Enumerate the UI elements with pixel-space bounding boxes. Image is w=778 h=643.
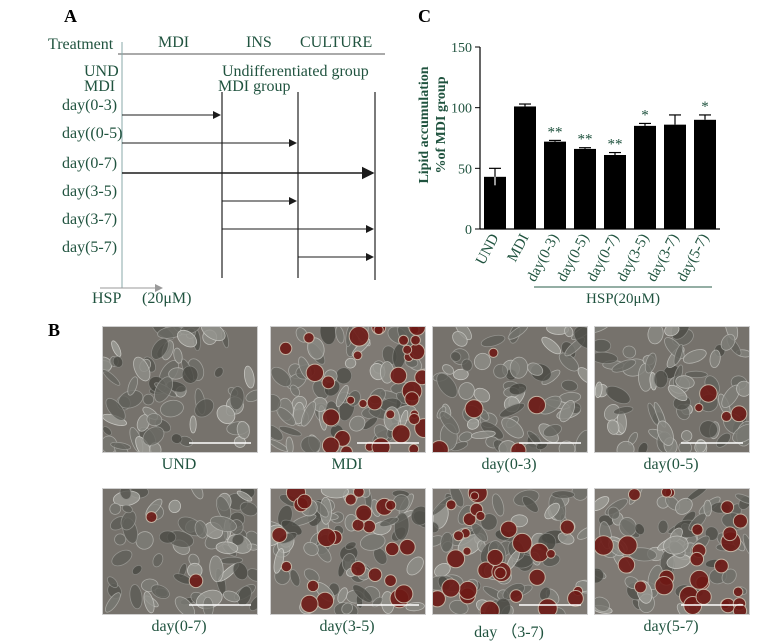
treatment-row-label: day(3-7) — [62, 211, 118, 228]
undifferentiated-group-label: Undifferentiated group — [222, 63, 369, 80]
treatment-row-label: day(0-3) — [62, 97, 118, 114]
y-tick-label: 150 — [451, 41, 472, 56]
treatment-row-label: day(5-7) — [62, 239, 118, 256]
mdi-header: MDI — [158, 34, 190, 51]
micrograph-image — [102, 488, 258, 615]
panel-a-letter: A — [64, 6, 77, 26]
micrograph-caption: day(0-3) — [481, 456, 537, 473]
micrograph-image — [102, 326, 258, 453]
y-tick-label: 0 — [465, 223, 472, 238]
y-axis-label: %of MDI group — [434, 76, 449, 173]
micrograph-image — [594, 488, 750, 615]
lipid-bar-chart: 0 50 100 150 Lipid accumulation %of MDI group… — [417, 41, 720, 307]
bar — [694, 119, 716, 229]
micrograph-caption: UND — [161, 456, 197, 473]
culture-header: CULTURE — [300, 34, 373, 51]
micrograph-caption: day(5-7) — [643, 618, 699, 635]
micrograph-caption: day （3-7) — [474, 624, 544, 641]
treatment-row-label: day((0-5) — [62, 125, 123, 142]
x-tick-label: MDI — [505, 231, 533, 264]
bar — [514, 106, 536, 229]
y-tick-label: 100 — [451, 102, 472, 117]
micrograph-image — [270, 326, 426, 453]
y-axis-label: Lipid accumulation — [417, 66, 432, 183]
bar — [574, 148, 596, 229]
mdi-label: MDI — [84, 78, 116, 95]
hsp-dose-label: (20μM) — [142, 290, 192, 307]
micrograph-caption: day(0-7) — [151, 618, 207, 635]
hsp-label: HSP — [92, 290, 122, 307]
hsp-group-label: HSP(20μM) — [586, 291, 660, 307]
micrograph-image — [270, 488, 426, 615]
micrograph-image — [432, 326, 588, 453]
micrograph-caption: day(3-5) — [319, 618, 375, 635]
significance-marker: ** — [578, 132, 593, 148]
micrograph-caption: MDI — [331, 456, 363, 473]
x-tick-label: UND — [473, 231, 502, 267]
significance-marker: * — [701, 99, 709, 115]
micrograph-caption: day(0-5) — [643, 456, 699, 473]
significance-marker: ** — [608, 137, 623, 153]
treatment-arrows — [122, 111, 375, 261]
bar — [664, 124, 686, 229]
bar — [604, 154, 626, 229]
panel-a-lines — [100, 42, 385, 292]
panel-b-letter: B — [48, 320, 61, 340]
treatment-row-label: day(3-5) — [62, 183, 118, 200]
treatment-header: Treatment — [48, 36, 114, 53]
panel-c-letter: C — [418, 6, 431, 26]
micrograph-image — [594, 326, 750, 453]
und-label: UND — [84, 63, 119, 80]
treatment-row-label: day(0-7) — [62, 155, 118, 172]
y-tick-label: 50 — [458, 162, 472, 177]
bar — [634, 125, 656, 229]
bar — [544, 141, 566, 229]
micrograph-image — [432, 488, 588, 615]
significance-marker: ** — [548, 124, 563, 140]
significance-marker: * — [641, 107, 649, 123]
ins-header: INS — [246, 34, 272, 51]
mdi-group-label: MDI group — [218, 78, 291, 95]
bar — [484, 176, 506, 229]
